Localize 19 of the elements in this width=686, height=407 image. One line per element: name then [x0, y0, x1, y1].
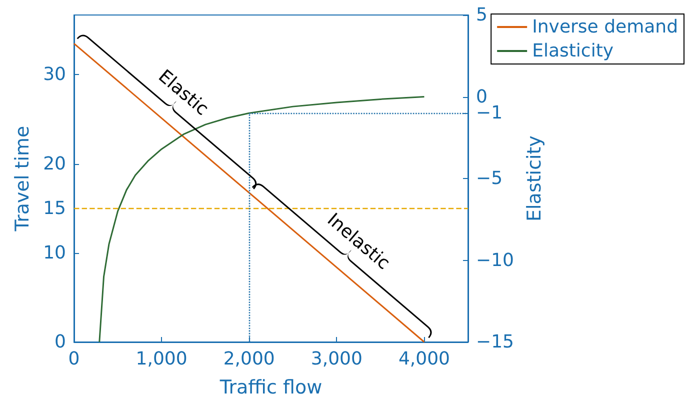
y-tick-label: 20: [43, 153, 66, 174]
y2-axis-title: Elasticity: [523, 136, 546, 222]
y2-tick-label: −5: [476, 168, 503, 189]
y-axis-title: Travel time: [12, 126, 34, 232]
x-tick-label: 0: [68, 348, 80, 370]
y-tick-label: 15: [43, 198, 66, 219]
x-tick-label: 3,000: [310, 348, 362, 370]
legend-label: Inverse demand: [532, 16, 678, 38]
y-tick-label: 10: [43, 242, 66, 264]
y2-tick-label: −15: [476, 332, 514, 352]
x-tick-label: 4,000: [398, 348, 450, 370]
y-tick-label: 30: [43, 64, 66, 86]
x-axis-title: Traffic flow: [218, 376, 322, 398]
y2-tick-label: −10: [476, 250, 514, 271]
legend-label: Elasticity: [532, 40, 614, 62]
x-tick-label: 1,000: [136, 348, 188, 370]
y-tick-label: 0: [54, 332, 66, 352]
x-tick-label: 2,000: [223, 348, 275, 370]
y2-tick-label: 5: [476, 4, 488, 26]
